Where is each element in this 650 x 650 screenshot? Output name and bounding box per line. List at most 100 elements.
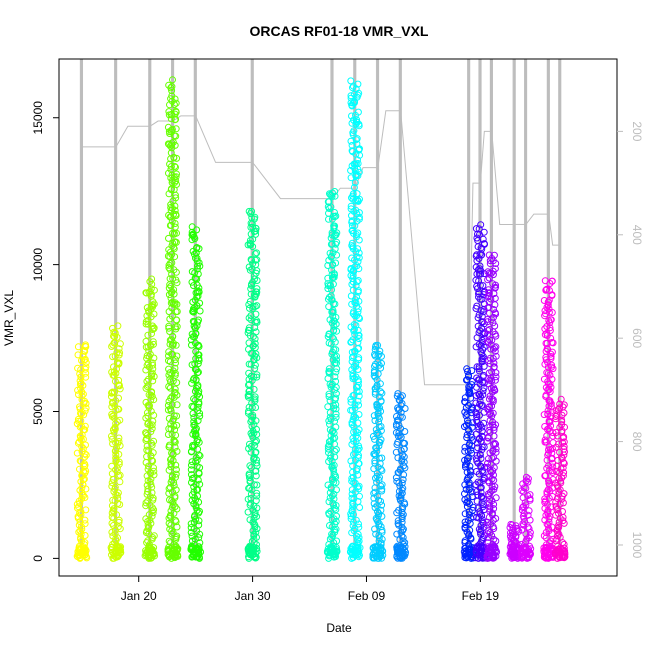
data-point bbox=[143, 352, 151, 360]
data-point bbox=[324, 375, 332, 382]
chart-title: ORCAS RF01-18 VMR_VXL bbox=[250, 23, 429, 39]
data-point bbox=[148, 439, 155, 447]
data-point bbox=[542, 472, 550, 479]
data-point bbox=[108, 435, 116, 443]
data-point bbox=[351, 263, 359, 271]
data-point bbox=[509, 531, 517, 539]
data-point bbox=[169, 298, 176, 306]
data-point bbox=[461, 554, 469, 561]
data-point bbox=[192, 365, 199, 373]
data-point bbox=[166, 441, 173, 449]
pressure-connector bbox=[468, 182, 481, 385]
data-point bbox=[518, 506, 526, 514]
data-point bbox=[165, 466, 173, 474]
data-point bbox=[145, 462, 152, 470]
data-point bbox=[479, 387, 487, 395]
data-point bbox=[492, 440, 500, 448]
data-point bbox=[347, 137, 355, 145]
data-point bbox=[116, 478, 124, 486]
data-point bbox=[251, 441, 259, 449]
data-point bbox=[329, 499, 337, 507]
data-point bbox=[480, 443, 488, 451]
data-point bbox=[474, 322, 482, 330]
data-point bbox=[252, 448, 260, 456]
data-point bbox=[329, 249, 337, 257]
data-point bbox=[148, 421, 156, 429]
data-point bbox=[486, 326, 493, 333]
data-point bbox=[377, 427, 385, 435]
data-point bbox=[171, 299, 179, 307]
data-point bbox=[166, 315, 174, 323]
data-point bbox=[489, 409, 497, 417]
data-point bbox=[351, 179, 359, 187]
series-5 bbox=[244, 207, 261, 562]
data-point bbox=[541, 438, 549, 446]
data-point bbox=[370, 500, 378, 508]
data-point bbox=[561, 448, 568, 456]
data-point bbox=[371, 459, 379, 467]
series-7 bbox=[346, 77, 364, 562]
data-point bbox=[115, 434, 123, 442]
data-point bbox=[194, 407, 202, 415]
data-point bbox=[477, 492, 485, 500]
data-point bbox=[246, 298, 254, 305]
data-point bbox=[484, 327, 492, 334]
data-point bbox=[116, 544, 124, 552]
data-point bbox=[461, 408, 469, 416]
data-point bbox=[473, 549, 480, 556]
data-point bbox=[479, 476, 487, 484]
data-point bbox=[324, 282, 332, 290]
data-point bbox=[108, 479, 116, 487]
data-point bbox=[142, 502, 150, 510]
data-point bbox=[347, 292, 355, 300]
data-point bbox=[172, 466, 180, 474]
data-point bbox=[486, 354, 494, 362]
series-8 bbox=[369, 341, 387, 562]
data-point bbox=[378, 501, 386, 509]
data-point bbox=[328, 252, 336, 260]
data-point bbox=[393, 530, 401, 538]
data-point bbox=[188, 268, 196, 276]
data-point bbox=[352, 321, 360, 329]
data-point bbox=[168, 217, 176, 225]
data-point bbox=[82, 506, 90, 514]
data-point bbox=[252, 310, 260, 318]
data-point bbox=[484, 268, 492, 276]
data-point bbox=[348, 239, 356, 247]
data-point bbox=[348, 477, 356, 485]
plot-frame bbox=[58, 58, 618, 577]
data-point bbox=[522, 530, 530, 538]
data-point bbox=[520, 484, 528, 492]
data-point bbox=[558, 453, 566, 461]
series-11 bbox=[472, 221, 489, 562]
data-point bbox=[398, 551, 406, 559]
data-point bbox=[194, 436, 202, 444]
data-point bbox=[330, 402, 337, 410]
data-point bbox=[167, 95, 175, 103]
data-point bbox=[75, 551, 83, 559]
data-point bbox=[351, 374, 358, 382]
data-point bbox=[251, 509, 259, 517]
data-point bbox=[251, 365, 259, 372]
data-point bbox=[330, 225, 338, 233]
data-point bbox=[329, 261, 336, 269]
data-point bbox=[111, 447, 119, 455]
data-point bbox=[189, 308, 197, 316]
data-point bbox=[485, 427, 493, 434]
data-point bbox=[245, 207, 253, 215]
data-point bbox=[542, 310, 550, 318]
data-point bbox=[148, 388, 156, 396]
data-point bbox=[244, 495, 252, 503]
data-point bbox=[115, 345, 123, 353]
data-point bbox=[560, 443, 568, 450]
data-point bbox=[401, 543, 409, 551]
data-point bbox=[326, 420, 333, 428]
data-point bbox=[169, 275, 177, 283]
data-point bbox=[251, 393, 259, 401]
data-point bbox=[173, 523, 181, 531]
data-point bbox=[83, 554, 91, 562]
data-point bbox=[192, 254, 199, 262]
data-point bbox=[192, 249, 200, 257]
data-point bbox=[196, 452, 204, 460]
data-point bbox=[556, 500, 564, 508]
